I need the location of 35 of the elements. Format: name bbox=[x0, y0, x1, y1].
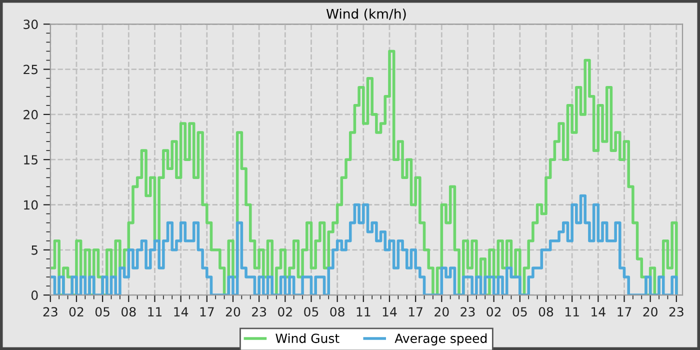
x-tick-label: 20 bbox=[643, 307, 658, 317]
y-tick-label: 15 bbox=[24, 155, 38, 165]
chart-title: Wind (km/h) bbox=[326, 8, 406, 20]
x-tick-label: 05 bbox=[95, 307, 110, 317]
x-tick-label: 11 bbox=[566, 307, 579, 316]
x-tick-label: 17 bbox=[618, 307, 632, 316]
y-tick-label: 25 bbox=[24, 64, 38, 74]
x-tick-label: 17 bbox=[200, 307, 214, 316]
x-tick-label: 02 bbox=[69, 307, 84, 317]
y-tick-label: 20 bbox=[24, 110, 38, 120]
x-tick-label: 05 bbox=[512, 307, 527, 317]
y-tick-label: 0 bbox=[31, 290, 38, 300]
x-tick-label: 05 bbox=[304, 307, 318, 317]
x-tick-label: 23 bbox=[43, 307, 58, 317]
legend-label: Average speed bbox=[394, 333, 487, 346]
x-tick-label: 14 bbox=[592, 307, 606, 316]
legend-label: Wind Gust bbox=[276, 333, 340, 344]
x-tick-label: 17 bbox=[408, 307, 422, 316]
x-tick-label: 14 bbox=[382, 307, 397, 316]
x-tick-label: 08 bbox=[538, 307, 554, 317]
x-tick-label: 11 bbox=[356, 307, 370, 316]
x-tick-label: 02 bbox=[278, 307, 292, 317]
x-tick-label: 23 bbox=[460, 307, 475, 317]
x-tick-label: 02 bbox=[486, 307, 501, 317]
y-tick-label: 30 bbox=[24, 20, 38, 30]
x-tick-label: 20 bbox=[226, 307, 240, 317]
x-tick-label: 23 bbox=[669, 307, 684, 317]
x-tick-label: 23 bbox=[252, 307, 266, 317]
x-tick-label: 20 bbox=[434, 307, 449, 317]
x-tick-label: 14 bbox=[174, 307, 188, 316]
x-tick-label: 08 bbox=[122, 307, 136, 317]
y-tick-label: 5 bbox=[32, 246, 38, 255]
x-tick-label: 08 bbox=[330, 307, 344, 317]
y-tick-label: 10 bbox=[24, 200, 38, 210]
x-tick-label: 11 bbox=[148, 307, 162, 316]
